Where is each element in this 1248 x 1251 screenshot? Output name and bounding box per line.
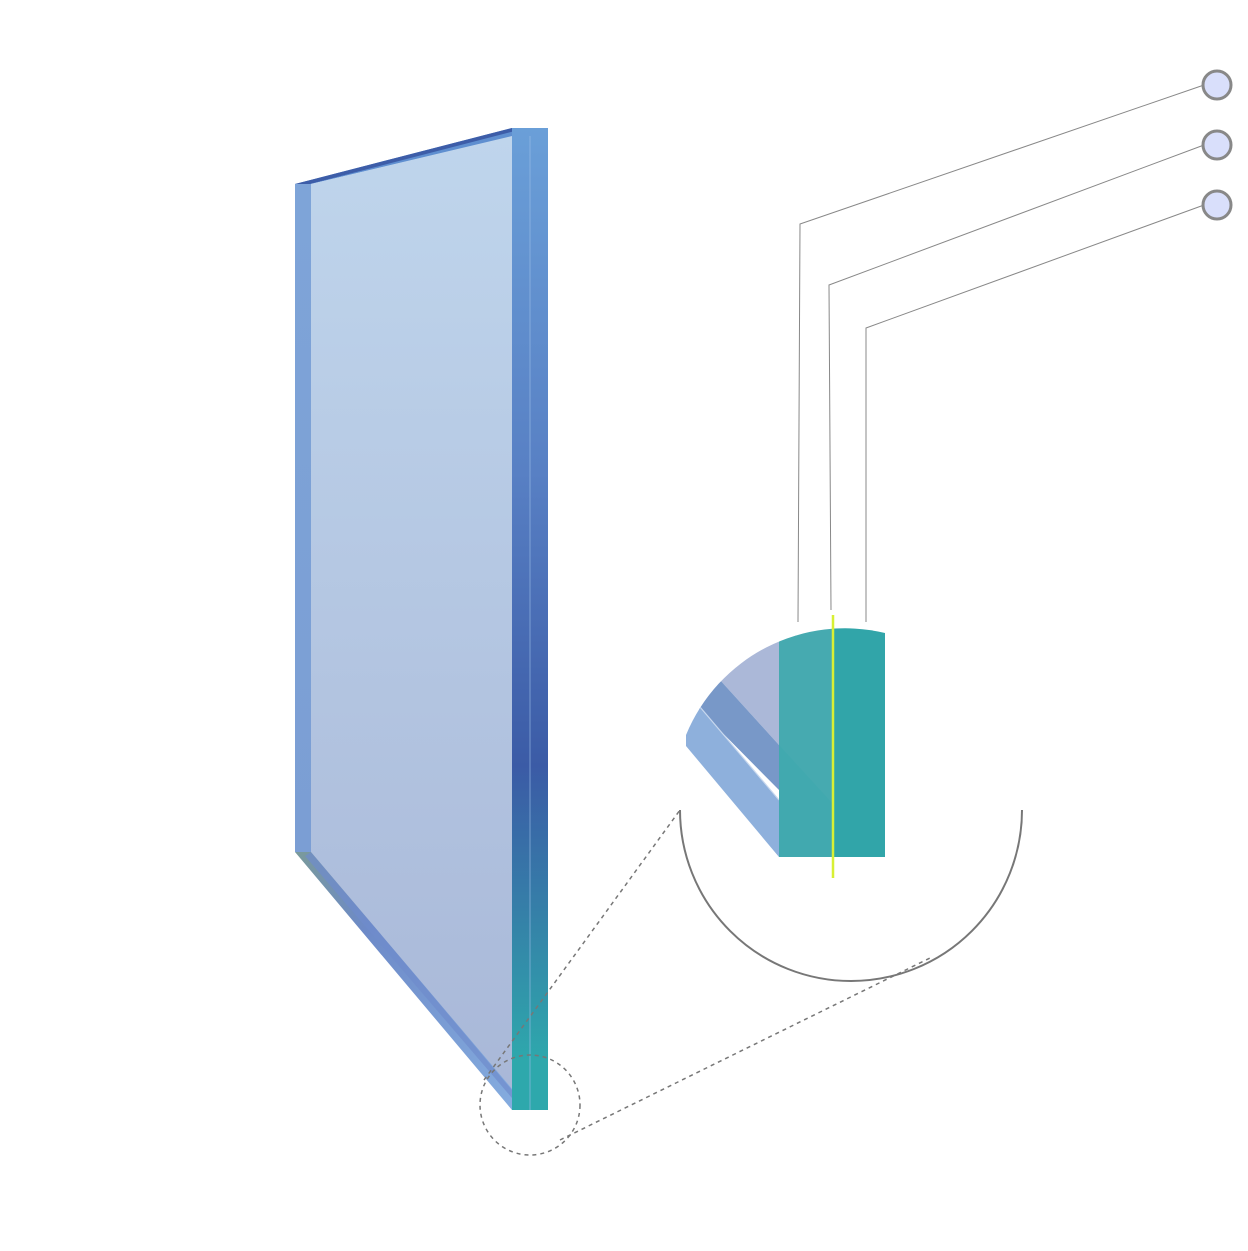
pane-left-edge bbox=[295, 184, 311, 852]
callout-marker-1[interactable] bbox=[1201, 69, 1233, 101]
zoomed-cross-section bbox=[686, 628, 885, 857]
pane-bottom-edge-inner bbox=[305, 852, 512, 1098]
magnifier-connector-lower bbox=[559, 957, 931, 1141]
magnifier-source-circle bbox=[479, 1054, 581, 1156]
leader-line-2 bbox=[828, 144, 1205, 611]
leader-line-1 bbox=[797, 84, 1205, 623]
layer-inner-glass bbox=[834, 628, 885, 857]
pane-top-edge-dark bbox=[295, 128, 515, 186]
callout-marker-3[interactable] bbox=[1201, 189, 1233, 221]
magnifier-ring bbox=[679, 809, 1023, 982]
glass-pane bbox=[295, 128, 548, 1110]
pane-face bbox=[311, 136, 512, 1090]
zoom-bevel-light bbox=[686, 707, 779, 857]
callout-marker-2[interactable] bbox=[1201, 129, 1233, 161]
layer-outer-glass bbox=[779, 628, 832, 857]
leader-line-3 bbox=[865, 204, 1205, 622]
